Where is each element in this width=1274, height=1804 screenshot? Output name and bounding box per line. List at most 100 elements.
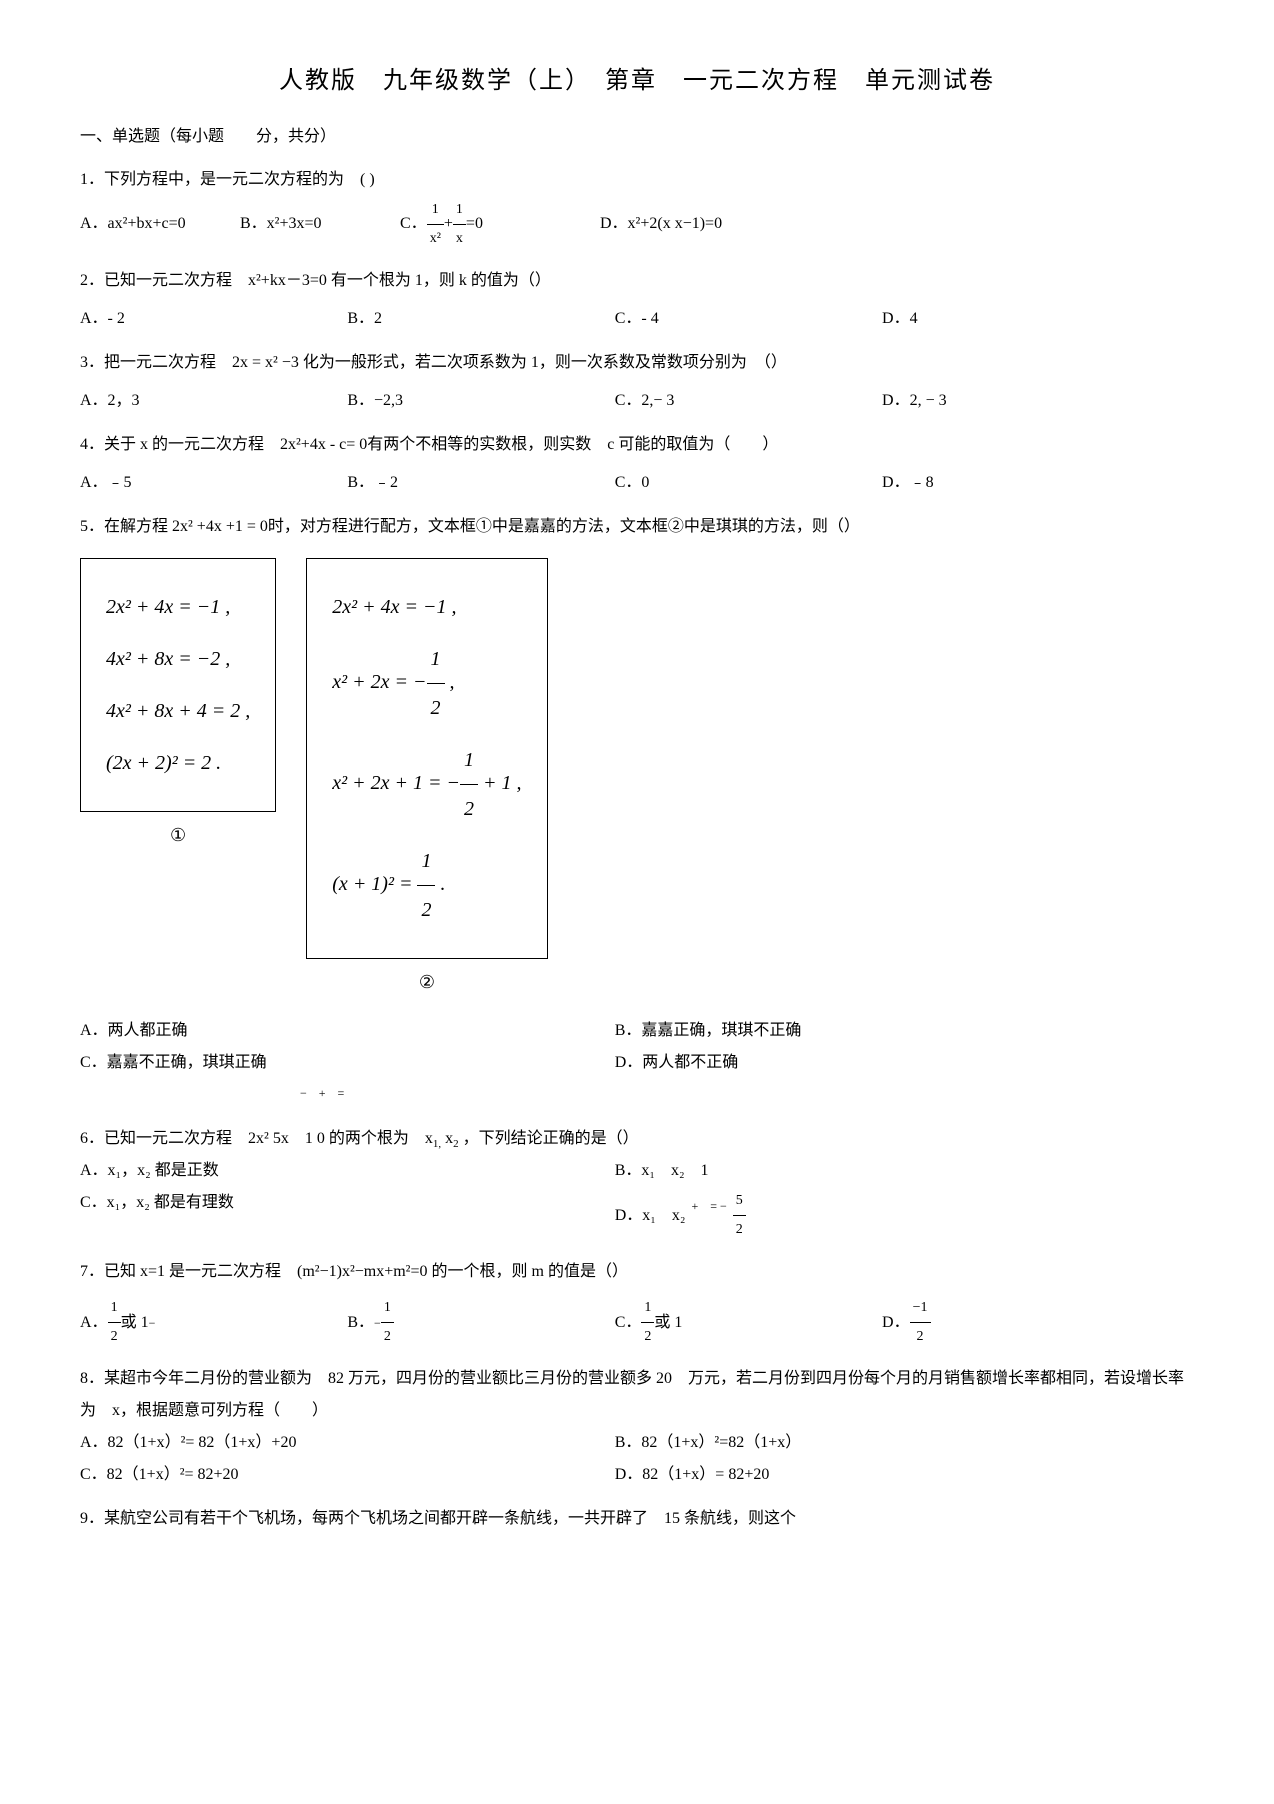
q7-d: D． −12 bbox=[882, 1294, 1138, 1351]
q2-stem: 2．已知一元二次方程 x²+kx－3=0 有一个根为 1，则 k 的值为（） bbox=[80, 265, 1194, 297]
q2-d: D．4 bbox=[882, 303, 1138, 335]
q7-a: A． 12 或 1 − bbox=[80, 1294, 336, 1351]
q6-a: A．x₁，x₂ 都是正数 bbox=[80, 1155, 615, 1187]
q4-c: C．0 bbox=[615, 467, 871, 499]
q7a-post: 或 1 bbox=[121, 1307, 149, 1339]
q5-d: D．两人都不正确 bbox=[615, 1047, 1150, 1079]
page-title: 人教版 九年级数学（上） 第章 一元二次方程 单元测试卷 bbox=[80, 60, 1194, 103]
frac-num2: 1 bbox=[453, 196, 466, 225]
frac-den2: x bbox=[453, 225, 466, 253]
q7d-d: 2 bbox=[910, 1323, 931, 1351]
q5-a: A．两人都正确 bbox=[80, 1015, 615, 1047]
q1-opt-c: C． 1 x² + 1 x =0 bbox=[400, 196, 600, 253]
q6-post: ，下列结论正确的是（） bbox=[463, 1130, 639, 1147]
q6-frac: 5 2 bbox=[733, 1187, 746, 1244]
q7b-neg: − bbox=[374, 1311, 381, 1335]
b2-l3: x² + 2x + 1 = −12 + 1 , bbox=[332, 736, 521, 833]
question-3: 3．把一元二次方程 2x = x² −3 化为一般形式，若二次项系数为 1，则一… bbox=[80, 347, 1194, 417]
q9-stem: 9．某航空公司有若干个飞机场，每两个飞机场之间都开辟一条航线，一共开辟了 15 … bbox=[80, 1503, 1194, 1535]
q5-stem: 5．在解方程 2x² +4x +1 = 0时，对方程进行配方，文本框①中是嘉嘉的… bbox=[80, 511, 1194, 543]
q1-opt-a: A．ax²+bx+c=0 bbox=[80, 208, 240, 240]
question-6: − + = 6．已知一元二次方程 2x² 5x 1 0 的两个根为 x1, x2… bbox=[80, 1091, 1194, 1244]
q5-c: C．嘉嘉不正确，琪琪正确 bbox=[80, 1047, 615, 1079]
q3-a: A．2，3 bbox=[80, 385, 336, 417]
q6-stem: − + = 6．已知一元二次方程 2x² 5x 1 0 的两个根为 x1, x2… bbox=[80, 1091, 1194, 1155]
question-4: 4．关于 x 的一元二次方程 2x²+4x - c= 0有两个不相等的实数根，则… bbox=[80, 429, 1194, 499]
q2-a: A．- 2 bbox=[80, 303, 336, 335]
b1-l3: 4x² + 8x + 4 = 2 , bbox=[106, 687, 250, 735]
q4-stem: 4．关于 x 的一元二次方程 2x²+4x - c= 0有两个不相等的实数根，则… bbox=[80, 429, 1194, 461]
q6-s1: 1, bbox=[433, 1138, 441, 1150]
q1-opt-d: D．x²+2(x x−1)=0 bbox=[600, 208, 722, 240]
q7c-n: 1 bbox=[641, 1294, 654, 1323]
q7-b: B． − 12 bbox=[347, 1294, 603, 1351]
q8-d: D．82（1+x）= 82+20 bbox=[615, 1459, 1150, 1491]
box1-wrap: 2x² + 4x = −1 , 4x² + 8x = −2 , 4x² + 8x… bbox=[80, 558, 276, 853]
q3-c: C．2,− 3 bbox=[615, 385, 871, 417]
q6-fd: 2 bbox=[733, 1216, 746, 1244]
section-header: 一、单选题（每小题 分，共分） bbox=[80, 123, 1194, 152]
question-1: 1．下列方程中，是一元二次方程的为 ( ) A．ax²+bx+c=0 B．x²+… bbox=[80, 164, 1194, 253]
q7a-pre: A． bbox=[80, 1307, 108, 1339]
box2-label: ② bbox=[419, 964, 435, 1000]
q3-stem: 3．把一元二次方程 2x = x² −3 化为一般形式，若二次项系数为 1，则一… bbox=[80, 347, 1194, 379]
q7a-d: 2 bbox=[108, 1323, 121, 1351]
q7d-pre: D． bbox=[882, 1307, 910, 1339]
question-5: 5．在解方程 2x² +4x +1 = 0时，对方程进行配方，文本框①中是嘉嘉的… bbox=[80, 511, 1194, 1079]
q7-stem: 7．已知 x=1 是一元二次方程 (m²−1)x²−mx+m²=0 的一个根，则… bbox=[80, 1256, 1194, 1288]
q7b-n: 1 bbox=[381, 1294, 394, 1323]
q8-c: C．82（1+x）²= 82+20 bbox=[80, 1459, 615, 1491]
method-box-2: 2x² + 4x = −1 , x² + 2x = −12 , x² + 2x … bbox=[306, 558, 547, 959]
q6-mid: 5x 1 0 的两个根为 x bbox=[273, 1130, 433, 1147]
b2-l1: 2x² + 4x = −1 , bbox=[332, 583, 521, 631]
q6-c: C．x₁，x₂ 都是有理数 bbox=[80, 1187, 615, 1244]
question-7: 7．已知 x=1 是一元二次方程 (m²−1)x²−mx+m²=0 的一个根，则… bbox=[80, 1256, 1194, 1351]
method-boxes: 2x² + 4x = −1 , 4x² + 8x = −2 , 4x² + 8x… bbox=[80, 558, 1194, 1000]
q7-c: C． 12 或 1 bbox=[615, 1294, 871, 1351]
q1-c-pre: C． bbox=[400, 208, 427, 240]
q1-opt-b: B．x²+3x=0 bbox=[240, 208, 400, 240]
q6-pre: 6．已知一元二次方程 2x² bbox=[80, 1130, 269, 1147]
b2-l2: x² + 2x = −12 , bbox=[332, 635, 521, 732]
q6-d-pre: D．x₁ x₂ bbox=[615, 1200, 686, 1232]
q1-stem: 1．下列方程中，是一元二次方程的为 ( ) bbox=[80, 164, 1194, 196]
q7c-pre: C． bbox=[615, 1307, 642, 1339]
q3-b: B．−2,3 bbox=[347, 385, 603, 417]
plus: + bbox=[444, 208, 453, 240]
q8-a: A．82（1+x）²= 82（1+x）+20 bbox=[80, 1427, 615, 1459]
frac-1-x: 1 x bbox=[453, 196, 466, 253]
q8-stem: 8．某超市今年二月份的营业额为 82 万元，四月份的营业额比三月份的营业额多 2… bbox=[80, 1363, 1194, 1427]
q7b-pre: B． bbox=[347, 1307, 374, 1339]
q2-c: C．- 4 bbox=[615, 303, 871, 335]
q7c-d: 2 bbox=[641, 1323, 654, 1351]
q7b-d: 2 bbox=[381, 1323, 394, 1351]
frac-den: x² bbox=[427, 225, 444, 253]
q8-b: B．82（1+x）²=82（1+x） bbox=[615, 1427, 1150, 1459]
q6-d: D．x₁ x₂ + = − 5 2 bbox=[615, 1187, 1150, 1244]
q2-b: B．2 bbox=[347, 303, 603, 335]
q6-s2: 2 bbox=[453, 1138, 459, 1150]
q4-a: A．﹣5 bbox=[80, 467, 336, 499]
q7a-n: 1 bbox=[108, 1294, 121, 1323]
q1-c-post: =0 bbox=[466, 208, 483, 240]
b1-l1: 2x² + 4x = −1 , bbox=[106, 583, 250, 631]
q6-b: B．x₁ x₂ 1 bbox=[615, 1155, 1150, 1187]
q7d-n: −1 bbox=[910, 1294, 931, 1323]
box2-wrap: 2x² + 4x = −1 , x² + 2x = −12 , x² + 2x … bbox=[306, 558, 547, 1000]
q4-b: B．﹣2 bbox=[347, 467, 603, 499]
box1-label: ① bbox=[170, 817, 186, 853]
q3-d: D．2, − 3 bbox=[882, 385, 1138, 417]
question-8: 8．某超市今年二月份的营业额为 82 万元，四月份的营业额比三月份的营业额多 2… bbox=[80, 1363, 1194, 1491]
question-2: 2．已知一元二次方程 x²+kx－3=0 有一个根为 1，则 k 的值为（） A… bbox=[80, 265, 1194, 335]
frac-num: 1 bbox=[427, 196, 444, 225]
b1-l2: 4x² + 8x = −2 , bbox=[106, 635, 250, 683]
q4-d: D．﹣8 bbox=[882, 467, 1138, 499]
b2-l4: (x + 1)² = 12 . bbox=[332, 837, 521, 934]
frac-1-x2: 1 x² bbox=[427, 196, 444, 253]
q6-fn: 5 bbox=[733, 1187, 746, 1216]
q7a-neg: − bbox=[149, 1311, 156, 1335]
b1-l4: (2x + 2)² = 2 . bbox=[106, 739, 250, 787]
question-9: 9．某航空公司有若干个飞机场，每两个飞机场之间都开辟一条航线，一共开辟了 15 … bbox=[80, 1503, 1194, 1535]
method-box-1: 2x² + 4x = −1 , 4x² + 8x = −2 , 4x² + 8x… bbox=[80, 558, 276, 812]
q7c-post: 或 1 bbox=[654, 1307, 682, 1339]
